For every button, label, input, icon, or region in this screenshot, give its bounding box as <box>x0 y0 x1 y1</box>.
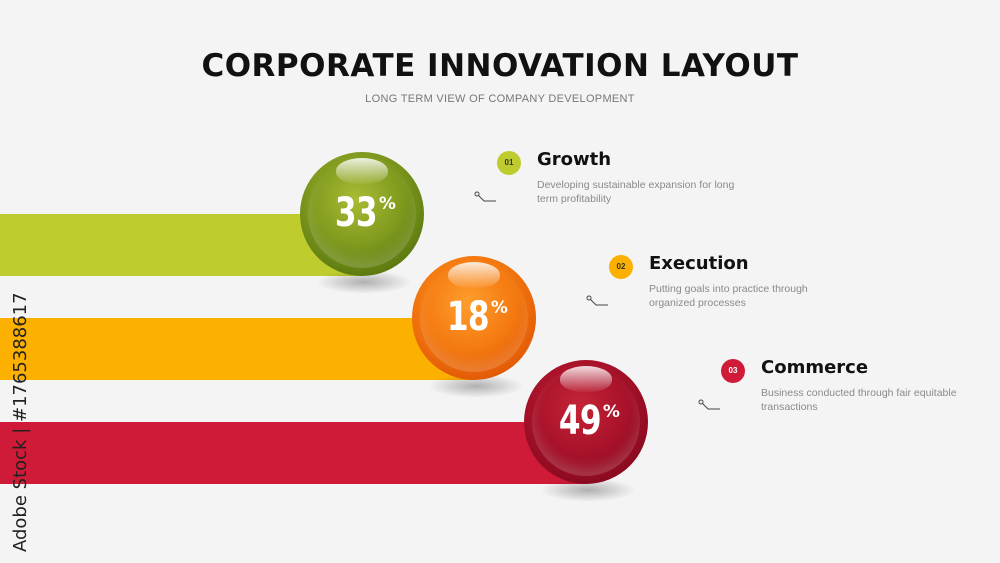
growth-percent-ball: 33% <box>300 152 424 276</box>
growth-number-badge: 01 <box>497 151 521 175</box>
stock-watermark-text: Adobe Stock | #1765388617 <box>10 292 31 552</box>
execution-description: Putting goals into practice through orga… <box>649 283 808 309</box>
execution-band <box>0 318 476 380</box>
commerce-number-badge: 03 <box>721 359 745 383</box>
commerce-percent: 49% <box>524 398 648 444</box>
commerce-percent-ball: 49% <box>524 360 648 484</box>
execution-percent-value: 18 <box>447 294 490 340</box>
page-subtitle: LONG TERM VIEW OF COMPANY DEVELOPMENT <box>365 93 635 105</box>
growth-percent-value: 33 <box>335 190 378 236</box>
execution-percent: 18% <box>412 294 536 340</box>
stock-watermark: Adobe Stock | #1765388617 <box>4 292 31 552</box>
commerce-band <box>0 422 588 484</box>
ball-gloss <box>448 262 500 288</box>
growth-description: Developing sustainable expansion for lon… <box>537 179 735 205</box>
percent-sign: % <box>602 402 620 422</box>
execution-title: Execution <box>649 253 749 274</box>
commerce-title: Commerce <box>761 357 869 378</box>
page-title: CORPORATE INNOVATION LAYOUT <box>201 48 799 84</box>
percent-sign: % <box>490 298 508 318</box>
commerce-connector-icon <box>698 399 720 410</box>
growth-title: Growth <box>537 149 612 170</box>
growth-percent: 33% <box>300 190 424 236</box>
percent-sign: % <box>378 194 396 214</box>
ball-gloss <box>336 158 388 184</box>
commerce-percent-value: 49 <box>559 398 602 444</box>
commerce-description: Business conducted through fair equitabl… <box>761 387 957 413</box>
growth-connector-icon <box>474 191 496 202</box>
ball-gloss <box>560 366 612 392</box>
execution-percent-ball: 18% <box>412 256 536 380</box>
execution-number-badge: 02 <box>609 255 633 279</box>
execution-connector-icon <box>586 295 608 306</box>
